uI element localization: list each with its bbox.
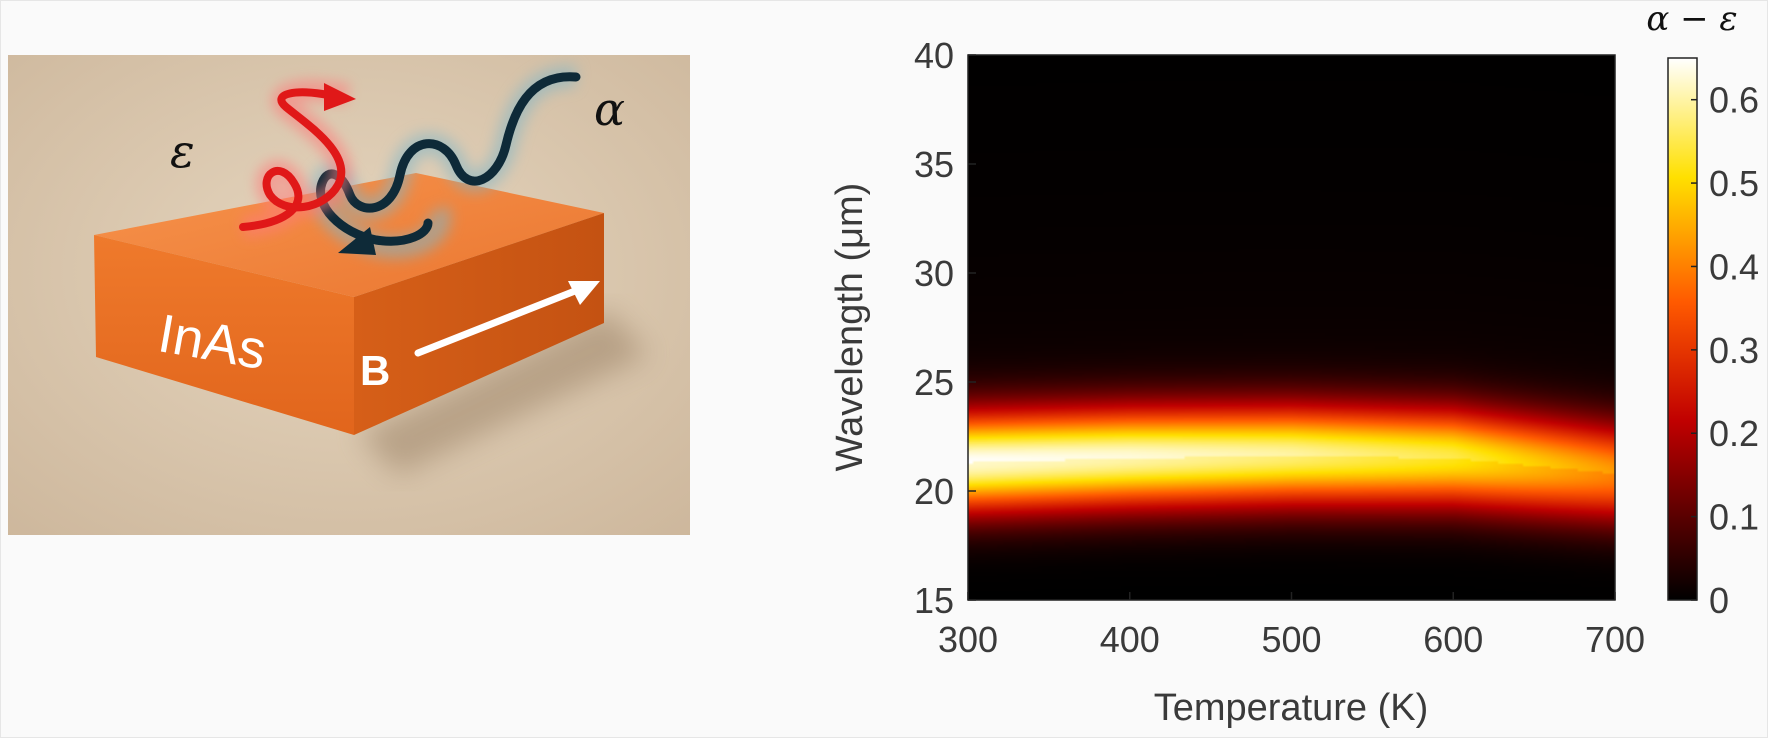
colorbar-tick-label: 0.5 xyxy=(1709,163,1759,204)
colorbar-tick-label: 0 xyxy=(1709,580,1729,621)
x-tick-label: 400 xyxy=(1100,619,1160,660)
x-tick-label: 300 xyxy=(938,619,998,660)
y-axis: 15 20 25 30 35 40 xyxy=(914,35,976,621)
x-axis: 300 400 500 600 700 xyxy=(938,592,1645,660)
y-axis-label: Wavelength (μm) xyxy=(829,183,871,472)
absorption-label: α xyxy=(594,82,625,136)
colorbar-tick-label: 0.3 xyxy=(1709,330,1759,371)
block-front-face xyxy=(94,235,354,435)
emission-wave xyxy=(239,88,346,231)
x-tick-label: 700 xyxy=(1585,619,1645,660)
block-shadow xyxy=(358,310,648,475)
block-side-face xyxy=(354,213,604,435)
y-tick-label: 15 xyxy=(914,580,954,621)
colorbar xyxy=(1667,57,1698,601)
colorbar-tick-label: 0.1 xyxy=(1709,497,1759,538)
colorbar-tick-label: 0.4 xyxy=(1709,246,1759,287)
field-arrowhead xyxy=(568,281,600,305)
emission-arrowhead xyxy=(324,83,356,111)
x-tick-label: 600 xyxy=(1423,619,1483,660)
absorption-arrowhead xyxy=(338,227,376,255)
emission-label: ε xyxy=(170,124,195,178)
x-tick-label: 500 xyxy=(1261,619,1321,660)
field-arrow-shaft xyxy=(414,285,584,357)
colorbar-tick-label: 0.2 xyxy=(1709,413,1759,454)
y-tick-label: 40 xyxy=(914,35,954,76)
absorption-wave xyxy=(316,72,581,246)
inas-illustration: InAs B ε α xyxy=(8,55,690,535)
y-tick-label: 30 xyxy=(914,253,954,294)
colorbar-label: α − ε xyxy=(1646,0,1737,39)
y-tick-label: 35 xyxy=(914,144,954,185)
y-tick-label: 20 xyxy=(914,471,954,512)
y-tick-label: 25 xyxy=(914,362,954,403)
colorbar-tick-label: 0.6 xyxy=(1709,80,1759,121)
colorbar-axis: 0 0.1 0.2 0.3 0.4 0.5 0.6 xyxy=(1691,80,1759,621)
field-label: B xyxy=(360,347,390,394)
heatmap-plot-area xyxy=(968,55,1615,600)
x-axis-label: Temperature (K) xyxy=(1154,687,1429,729)
